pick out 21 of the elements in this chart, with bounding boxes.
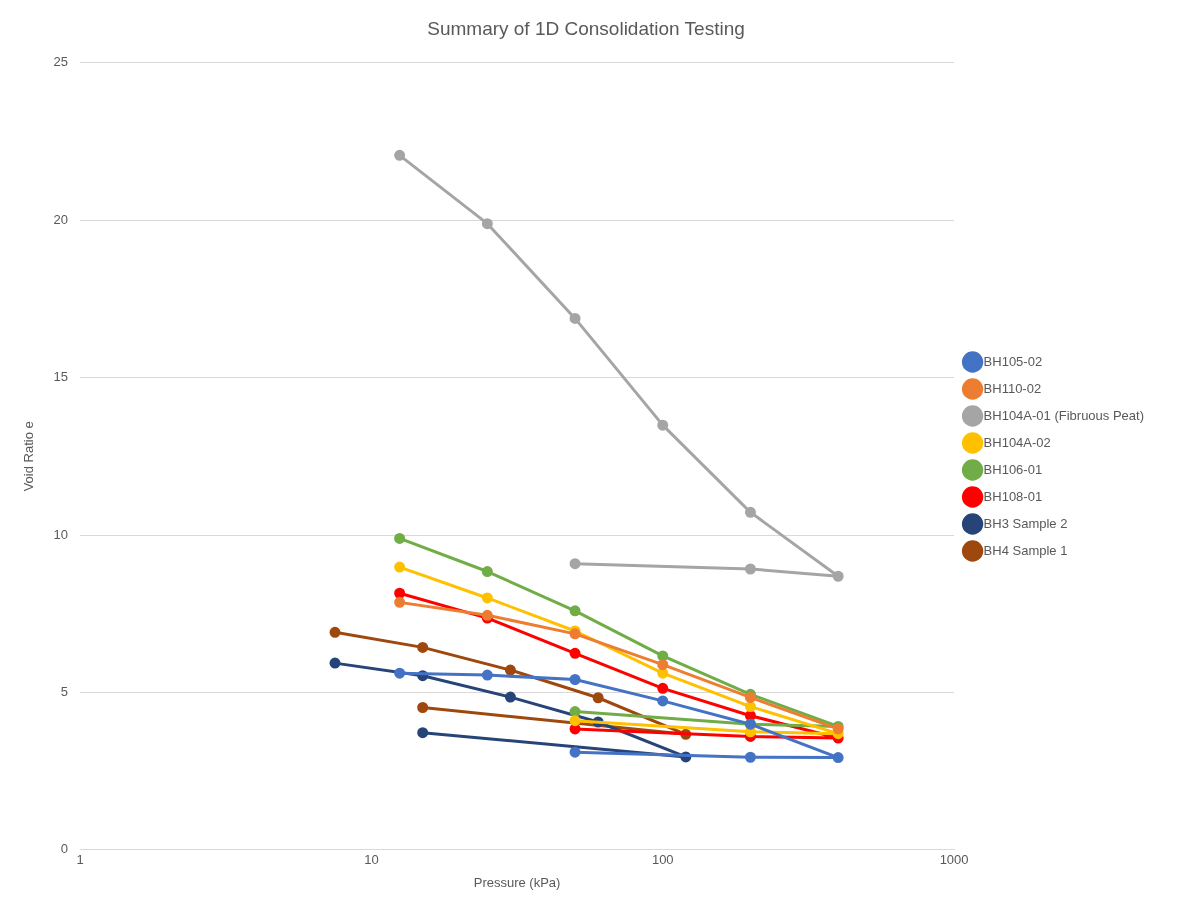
legend-label: BH104A-01 (Fibruous Peat) [983,407,1145,423]
x-tick-label: 10 [364,852,379,868]
y-tick-label: 20 [53,211,69,227]
chart-title: Summary of 1D Consolidation Testing [427,17,745,39]
y-tick-label: 10 [53,526,69,542]
y-tick-label: 5 [60,683,69,699]
y-axis-title: Void Ratio e [21,421,37,492]
legend-label: BH104A-02 [983,434,1051,450]
x-tick-label: 1 [76,852,84,868]
x-axis-title: Pressure (kPa) [473,874,561,890]
y-tick-label: 25 [53,54,69,70]
legend-label: BH110-02 [983,380,1042,396]
legend-label: BH4 Sample 1 [983,542,1068,558]
y-tick-label: 0 [60,841,69,857]
legend-label: BH108-01 [983,488,1043,504]
legend-label: BH106-01 [983,461,1043,477]
x-tick-label: 1000 [939,852,969,868]
legend-label: BH3 Sample 2 [983,515,1068,531]
x-tick-label: 100 [651,852,674,868]
legend-label: BH105-02 [983,353,1043,369]
y-tick-label: 15 [53,369,69,385]
